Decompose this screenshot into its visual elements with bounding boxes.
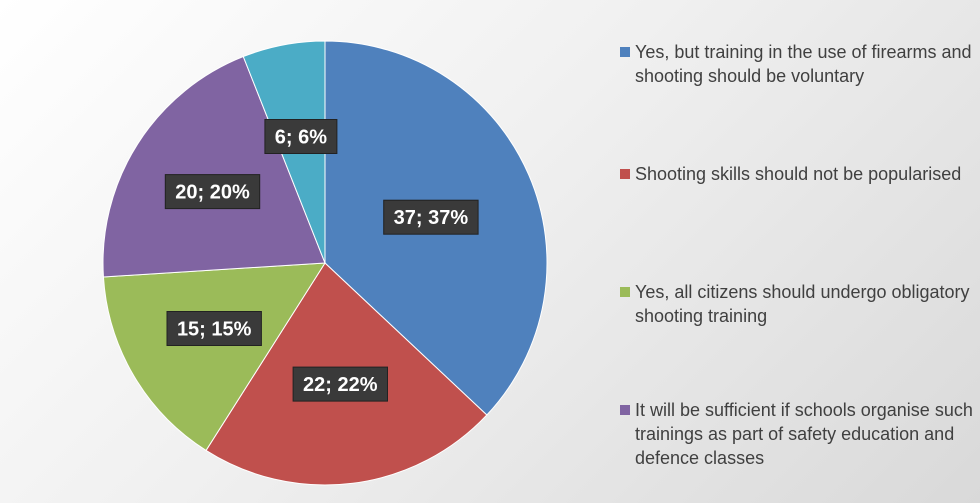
legend-item-obligatory: Yes, all citizens should undergo obligat… <box>620 280 975 328</box>
data-label-box <box>292 366 389 402</box>
pie-slices <box>102 40 548 486</box>
data-label-box <box>164 174 261 210</box>
legend-label: Shooting skills should not be popularise… <box>635 164 962 184</box>
data-label-3: 15; 15% <box>166 311 262 346</box>
legend-item-schools: It will be sufficient if schools organis… <box>620 398 975 470</box>
data-label-text: 37; 37% <box>394 207 469 229</box>
legend-item-not-popularised: Shooting skills should not be popularise… <box>620 162 975 186</box>
legend-swatch-blue <box>620 47 630 57</box>
pie-slice-schools <box>102 55 326 278</box>
data-labels: 37; 37% 22; 22% 15; 15% 20; 20% 6; 6% <box>164 119 479 402</box>
legend-label: Yes, but training in the use of firearms… <box>635 42 972 86</box>
data-label-text: 6; 6% <box>275 127 327 149</box>
data-label-text: 20; 20% <box>175 182 250 204</box>
data-label-text: 15; 15% <box>177 319 252 341</box>
pie-slice-obligatory <box>102 262 326 452</box>
data-label-5: 6; 6% <box>264 119 338 154</box>
data-label-box <box>264 119 338 154</box>
data-label-text: 22; 22% <box>303 374 378 396</box>
data-label-box <box>166 311 262 346</box>
data-label-2: 22; 22% <box>292 366 389 402</box>
legend-item-voluntary: Yes, but training in the use of firearms… <box>620 40 975 88</box>
legend-label: It will be sufficient if schools organis… <box>635 400 973 468</box>
legend-swatch-purple <box>620 405 630 415</box>
data-label-1: 37; 37% <box>383 199 479 235</box>
legend-swatch-green <box>620 287 630 297</box>
data-label-4: 20; 20% <box>164 174 261 210</box>
legend-label: Yes, all citizens should undergo obligat… <box>635 282 970 326</box>
legend-swatch-red <box>620 169 630 179</box>
data-label-box <box>383 199 479 235</box>
